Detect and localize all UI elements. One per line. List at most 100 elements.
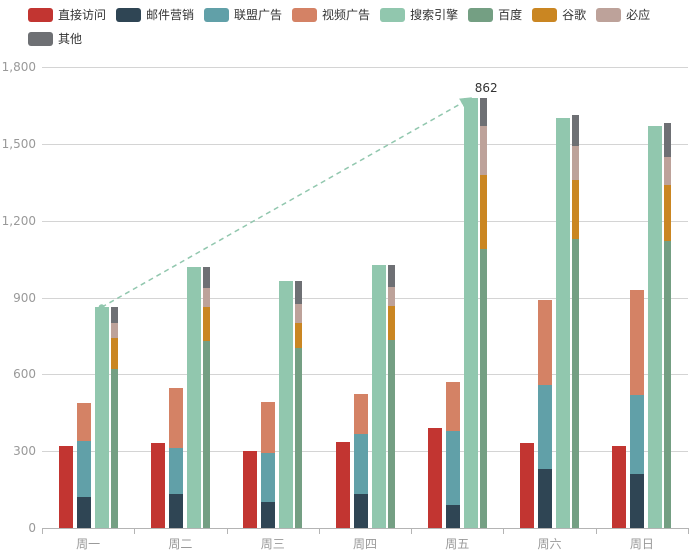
bar-segment-视频广告[interactable]	[538, 300, 553, 385]
bar-segment-联盟广告[interactable]	[538, 384, 553, 470]
bar-segment-直接访问[interactable]	[150, 442, 165, 528]
bar-segment-百度[interactable]	[387, 340, 395, 528]
legend-marker-icon	[596, 8, 622, 22]
bar-segment-视频广告[interactable]	[353, 394, 368, 434]
bar-segment-其他[interactable]	[387, 265, 395, 287]
bar-segment-百度[interactable]	[295, 348, 303, 528]
bar-segment-必应[interactable]	[572, 146, 580, 180]
bar-segment-其他[interactable]	[110, 307, 118, 324]
bar-segment-联盟广告[interactable]	[168, 447, 183, 495]
bar-segment-百度[interactable]	[664, 241, 672, 528]
bar-segment-搜索引擎[interactable]	[648, 125, 663, 528]
y-axis-label: 1,500	[1, 136, 36, 151]
bar-segment-谷歌[interactable]	[479, 174, 487, 249]
legend-item-必应[interactable]: 必应	[596, 6, 650, 24]
x-axis-tick	[595, 529, 597, 534]
legend-item-百度[interactable]: 百度	[468, 6, 522, 24]
bar-segment-其他[interactable]	[572, 115, 580, 147]
legend-label: 联盟广告	[234, 8, 283, 22]
bar-segment-必应[interactable]	[387, 286, 395, 306]
x-axis-label: 周日	[629, 537, 654, 551]
legend-item-直接访问[interactable]: 直接访问	[28, 6, 106, 24]
bar-segment-视频广告[interactable]	[261, 401, 276, 454]
mark-line	[101, 97, 473, 308]
bar-segment-邮件营销[interactable]	[630, 474, 645, 528]
bar-segment-视频广告[interactable]	[168, 388, 183, 448]
bar-segment-搜索引擎[interactable]	[371, 265, 386, 528]
bar-segment-联盟广告[interactable]	[353, 433, 368, 494]
bar-segment-搜索引擎[interactable]	[279, 281, 294, 528]
bar-segment-直接访问[interactable]	[612, 446, 627, 528]
legend-marker-icon	[380, 8, 406, 22]
bar-segment-百度[interactable]	[110, 369, 118, 528]
bar-segment-邮件营销[interactable]	[168, 494, 183, 528]
grid-line	[42, 67, 688, 68]
bar-segment-百度[interactable]	[202, 340, 210, 528]
bar-segment-邮件营销[interactable]	[445, 504, 460, 528]
legend-marker-icon	[204, 8, 230, 22]
legend-label: 谷歌	[562, 8, 587, 22]
bar-segment-视频广告[interactable]	[76, 402, 91, 441]
bar-segment-其他[interactable]	[295, 281, 303, 305]
x-axis-tick	[226, 529, 228, 534]
bar-segment-必应[interactable]	[479, 125, 487, 175]
bar-segment-联盟广告[interactable]	[76, 440, 91, 498]
bar-segment-必应[interactable]	[664, 156, 672, 185]
bar-segment-其他[interactable]	[664, 123, 672, 157]
bar-segment-搜索引擎[interactable]	[94, 307, 109, 528]
x-axis-line	[42, 528, 689, 529]
bar-segment-联盟广告[interactable]	[630, 394, 645, 475]
x-axis-tick	[134, 529, 136, 534]
bar-segment-直接访问[interactable]	[243, 450, 258, 528]
legend-item-搜索引擎[interactable]: 搜索引擎	[380, 6, 458, 24]
bar-segment-百度[interactable]	[572, 238, 580, 528]
bar-segment-邮件营销[interactable]	[353, 493, 368, 528]
bar-segment-谷歌[interactable]	[295, 322, 303, 349]
bar-segment-搜索引擎[interactable]	[556, 118, 571, 528]
bar-segment-必应[interactable]	[295, 304, 303, 323]
legend-item-其他[interactable]: 其他	[28, 30, 82, 48]
bar-segment-邮件营销[interactable]	[76, 497, 91, 528]
bar-segment-邮件营销[interactable]	[261, 502, 276, 528]
y-axis-label: 300	[13, 444, 36, 459]
legend-label: 搜索引擎	[410, 8, 459, 22]
bar-segment-联盟广告[interactable]	[445, 430, 460, 505]
legend-item-邮件营销[interactable]: 邮件营销	[116, 6, 194, 24]
bar-segment-其他[interactable]	[202, 267, 210, 289]
bar-segment-直接访问[interactable]	[335, 442, 350, 528]
grid-line	[42, 143, 688, 145]
bar-segment-搜索引擎[interactable]	[186, 267, 201, 528]
legend-item-联盟广告[interactable]: 联盟广告	[204, 6, 282, 24]
bar-segment-邮件营销[interactable]	[538, 469, 553, 528]
bar-segment-直接访问[interactable]	[520, 443, 535, 528]
bar-segment-百度[interactable]	[479, 248, 487, 528]
grid-line	[42, 297, 688, 299]
bar-segment-联盟广告[interactable]	[261, 453, 276, 503]
legend-marker-icon	[532, 8, 558, 22]
bar-segment-其他[interactable]	[479, 97, 487, 126]
x-axis-tick	[411, 529, 413, 534]
x-axis-tick	[318, 529, 320, 534]
x-axis-label: 周四	[352, 537, 377, 551]
x-axis-tick	[42, 529, 43, 534]
legend-item-谷歌[interactable]: 谷歌	[532, 6, 586, 24]
legend-marker-icon	[116, 8, 142, 22]
grid-line	[42, 220, 688, 222]
bar-segment-直接访问[interactable]	[427, 428, 442, 528]
legend-marker-icon	[468, 8, 494, 22]
bar-segment-搜索引擎[interactable]	[463, 97, 478, 528]
bar-segment-谷歌[interactable]	[110, 338, 118, 370]
bar-segment-必应[interactable]	[110, 323, 118, 339]
bar-segment-视频广告[interactable]	[630, 289, 645, 395]
bar-segment-谷歌[interactable]	[664, 184, 672, 242]
bar-segment-视频广告[interactable]	[445, 382, 460, 431]
bar-segment-直接访问[interactable]	[58, 446, 73, 528]
x-axis-label: 周五	[445, 537, 470, 551]
bar-segment-谷歌[interactable]	[387, 305, 395, 340]
bar-segment-必应[interactable]	[202, 288, 210, 307]
bar-segment-谷歌[interactable]	[572, 179, 580, 239]
x-axis-label: 周六	[537, 537, 562, 551]
legend-label: 视频广告	[322, 8, 371, 22]
bar-segment-谷歌[interactable]	[202, 306, 210, 341]
legend-item-视频广告[interactable]: 视频广告	[292, 6, 370, 24]
